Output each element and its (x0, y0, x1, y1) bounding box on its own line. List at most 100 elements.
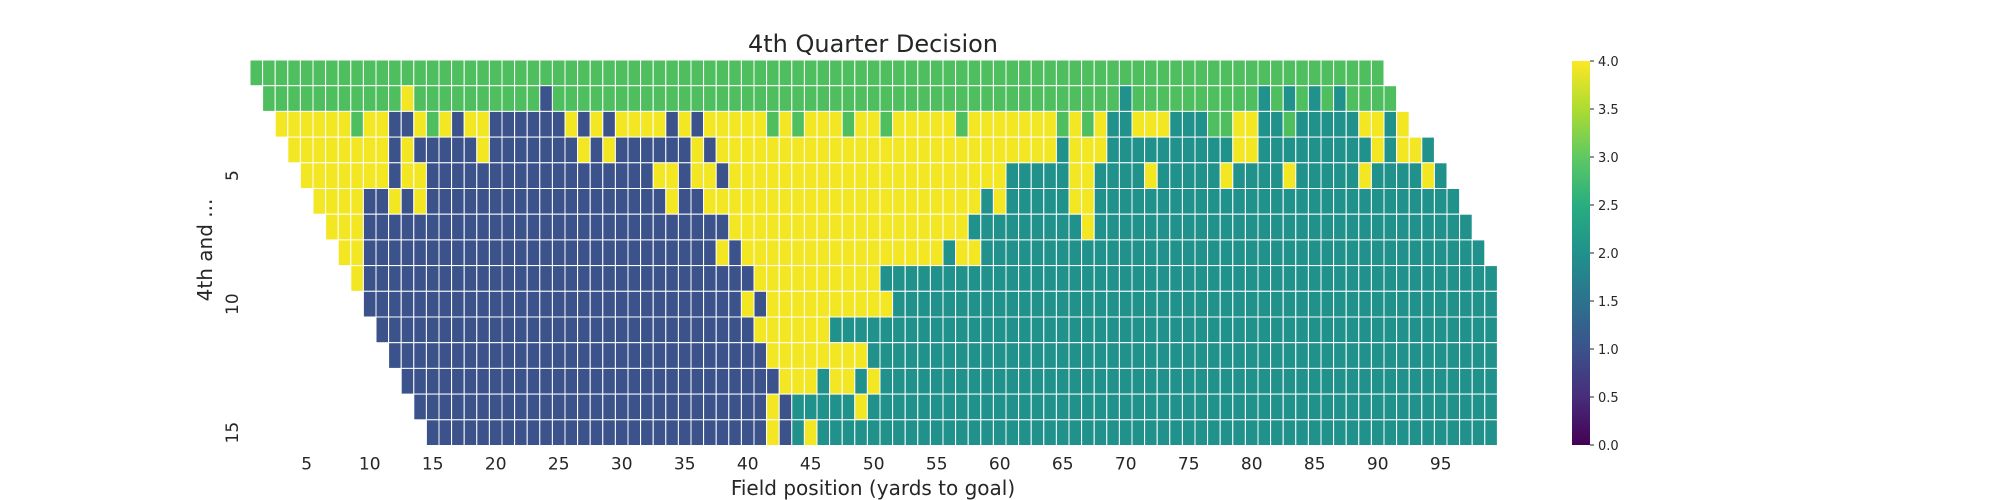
heatmap-cell (942, 110, 957, 138)
heatmap-cell (1207, 367, 1221, 395)
heatmap-cell (1118, 367, 1133, 395)
heatmap-cell (1169, 59, 1183, 87)
heatmap-cell (1207, 136, 1221, 164)
heatmap-cell (753, 367, 768, 395)
heatmap-cell (1396, 290, 1410, 318)
heatmap-cell (955, 290, 969, 318)
heatmap-cell (967, 136, 982, 164)
heatmap-cell (1421, 265, 1435, 292)
heatmap-cell (451, 419, 465, 446)
heatmap-cell (602, 162, 616, 190)
heatmap-cell (703, 239, 717, 267)
heatmap-cell (740, 213, 755, 241)
x-tick-label: 80 (1241, 455, 1263, 475)
heatmap-cell (866, 239, 881, 267)
heatmap-cell (1370, 239, 1385, 267)
heatmap-cell (1320, 342, 1335, 369)
heatmap-cell (1068, 367, 1083, 395)
heatmap-cell (1207, 419, 1221, 446)
heatmap-cell (1181, 419, 1196, 446)
heatmap-cell (1181, 239, 1196, 267)
heatmap-cell (967, 393, 982, 421)
heatmap-cell (1257, 265, 1272, 292)
heatmap-cell (1081, 265, 1095, 292)
heatmap-cell (879, 110, 894, 138)
heatmap-cell (514, 342, 528, 369)
heatmap-cell (992, 393, 1007, 421)
heatmap-cell (1345, 188, 1360, 215)
heatmap-cell (1345, 162, 1360, 190)
heatmap-cell (451, 110, 465, 138)
heatmap-cell (690, 110, 705, 138)
heatmap-cell (715, 342, 730, 369)
heatmap-cell (740, 419, 755, 446)
heatmap-cell (866, 136, 881, 164)
heatmap-cell (1043, 136, 1057, 164)
heatmap-cell (791, 136, 805, 164)
heatmap-cell (1118, 239, 1133, 267)
heatmap-cell (1081, 342, 1095, 369)
heatmap-cell (1244, 188, 1259, 215)
heatmap-cell (942, 85, 957, 112)
heatmap-cell (463, 136, 478, 164)
colorbar-tick-label: 0.5 (1598, 391, 1619, 406)
x-axis-ticks: 5 10 15 20 25 30 35 40 45 50 55 60 65 70 75 80 85 90 95 (301, 455, 1451, 475)
heatmap-cell (652, 316, 667, 344)
heatmap-cell (1282, 265, 1297, 292)
heatmap-cell (1421, 419, 1435, 446)
heatmap-cell (854, 136, 868, 164)
heatmap-cell (917, 239, 931, 267)
heatmap-cell (841, 85, 856, 112)
heatmap-cell (829, 188, 843, 215)
heatmap-cell (337, 59, 352, 87)
heatmap-cell (1131, 342, 1146, 369)
heatmap-cell (967, 239, 982, 267)
heatmap-cell (1270, 85, 1284, 112)
heatmap-cell (854, 110, 868, 138)
heatmap-cell (375, 213, 390, 241)
heatmap-cell (1459, 316, 1473, 344)
heatmap-cell (514, 367, 528, 395)
heatmap-cell (1307, 316, 1322, 344)
heatmap-cell (451, 213, 465, 241)
heatmap-cell (501, 393, 516, 421)
heatmap-cell (526, 162, 541, 190)
heatmap-cell (551, 59, 566, 87)
heatmap-cell (778, 393, 793, 421)
heatmap-cell (1270, 213, 1284, 241)
heatmap-cell (1232, 367, 1246, 395)
heatmap-cell (463, 110, 478, 138)
heatmap-cell (1093, 419, 1108, 446)
heatmap-cell (413, 367, 427, 395)
heatmap-cell (1333, 110, 1347, 138)
heatmap-cell (501, 110, 516, 138)
heatmap-cell (879, 290, 894, 318)
heatmap-cell (1383, 110, 1398, 138)
heatmap-cell (1471, 342, 1486, 369)
heatmap-cell (665, 419, 679, 446)
heatmap-cell (400, 59, 415, 87)
heatmap-cell (1370, 367, 1385, 395)
heatmap-cell (388, 59, 402, 87)
heatmap-cell (1396, 342, 1410, 369)
heatmap-cell (362, 162, 377, 190)
heatmap-cell (892, 239, 906, 267)
heatmap-cell (652, 290, 667, 318)
heatmap-cell (1383, 213, 1398, 241)
heatmap-cell (1370, 342, 1385, 369)
heatmap-cell (551, 136, 566, 164)
heatmap-cell (677, 85, 692, 112)
heatmap-cell (577, 162, 591, 190)
heatmap-cell (829, 419, 843, 446)
heatmap-cell (1307, 136, 1322, 164)
heatmap-cell (577, 316, 591, 344)
heatmap-cell (766, 316, 780, 344)
heatmap-cell (526, 188, 541, 215)
heatmap-cell (274, 110, 289, 138)
heatmap-cell (703, 290, 717, 318)
heatmap-cell (703, 316, 717, 344)
heatmap-cell (1433, 213, 1448, 241)
heatmap-cell (879, 239, 894, 267)
heatmap-cell (1055, 393, 1070, 421)
